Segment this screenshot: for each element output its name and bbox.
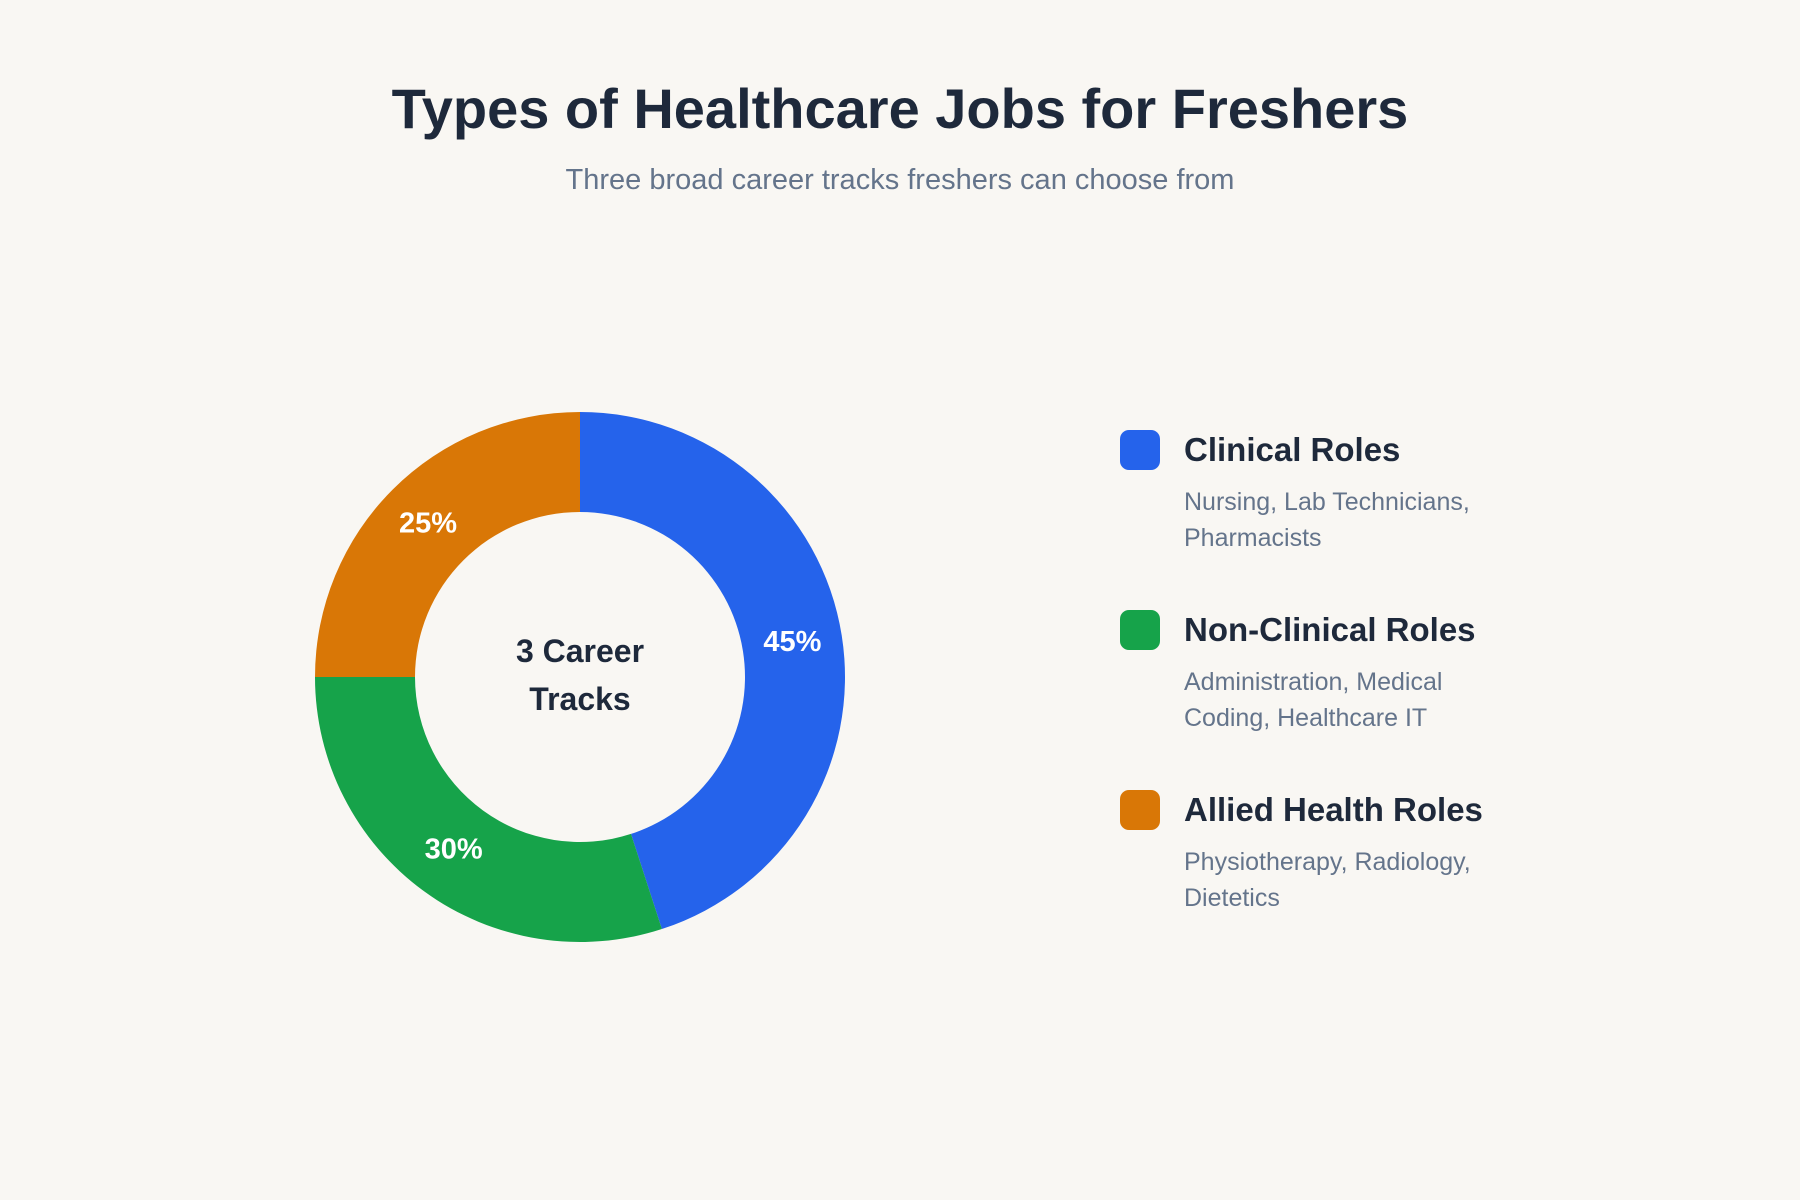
legend-description: Physiotherapy, Radiology, Dietetics <box>1184 848 1471 912</box>
legend-label: Non-Clinical Roles <box>1184 611 1476 648</box>
legend-swatch <box>1120 790 1160 830</box>
legend-description: Administration, Medical Coding, Healthca… <box>1184 668 1443 732</box>
legend-swatch <box>1120 430 1160 470</box>
legend-label: Allied Health Roles <box>1184 791 1483 828</box>
donut-segment <box>580 412 845 930</box>
chart-title: Types of Healthcare Jobs for Freshers <box>391 77 1409 140</box>
legend-description: Nursing, Lab Technicians, Pharmacists <box>1184 488 1470 552</box>
legend-swatch <box>1120 610 1160 650</box>
value-label: 30% <box>425 834 483 866</box>
chart-subtitle: Three broad career tracks freshers can c… <box>565 164 1235 196</box>
donut-segment <box>315 677 662 943</box>
center-label: 3 Career Tracks <box>515 633 645 717</box>
donut-segment <box>315 412 580 677</box>
legend-label: Clinical Roles <box>1184 431 1401 468</box>
value-label: 25% <box>399 508 457 540</box>
value-label: 45% <box>763 626 821 658</box>
